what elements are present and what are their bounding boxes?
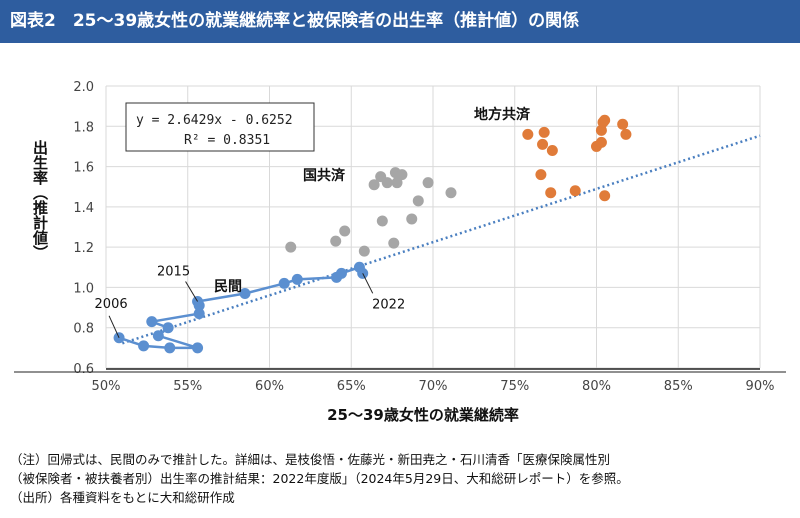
- data-point: [396, 169, 408, 181]
- year-label: 2022: [372, 297, 405, 312]
- data-point: [522, 128, 534, 140]
- data-point: [617, 118, 629, 130]
- data-point: [381, 177, 393, 189]
- data-point: [620, 128, 632, 140]
- data-point: [537, 138, 549, 150]
- series-label-chiho: 地方共済: [474, 106, 531, 123]
- data-point: [330, 235, 342, 247]
- series-label-kokkyo: 国共済: [303, 167, 346, 184]
- y-tick-label: 1.2: [73, 241, 94, 256]
- x-tick-label: 80%: [582, 379, 611, 394]
- scatter-chart: 50% 55% 60% 65% 70% 75% 80% 85% 90% 0.6 0.8 1.0 1.2 1…: [14, 80, 786, 424]
- data-point: [368, 179, 380, 191]
- figure-title: 図表2 25～39歳女性の就業継続率と被保険者の出生率（推計値）の関係: [0, 0, 800, 43]
- data-point: [595, 136, 607, 148]
- data-point: [162, 322, 174, 334]
- data-point: [406, 213, 418, 225]
- data-point: [599, 190, 611, 202]
- year-label: 2015: [157, 265, 190, 280]
- regression-line: [121, 134, 761, 345]
- x-tick-label: 90%: [746, 379, 775, 394]
- y-tick-label: 1.8: [73, 120, 94, 135]
- data-point: [412, 195, 424, 207]
- data-point: [391, 177, 403, 189]
- data-point: [546, 144, 558, 156]
- data-point: [599, 114, 611, 126]
- x-tick-label: 55%: [173, 379, 202, 394]
- x-axis-label: 25～39歳女性の就業継続率: [327, 406, 519, 424]
- series-label-minkan: 民間: [214, 279, 242, 295]
- data-point: [335, 267, 347, 279]
- annotation-leader: [362, 273, 374, 294]
- y-tick-label: 1.4: [73, 201, 94, 216]
- equation-box: [125, 102, 315, 152]
- y-tick-label: 2.0: [73, 80, 94, 95]
- data-point: [138, 340, 150, 352]
- data-point: [278, 277, 290, 289]
- y-tick-label: 0.6: [73, 362, 94, 377]
- source-line: （出所）各種資料をもとに大和総研作成: [10, 490, 235, 505]
- data-point: [152, 330, 164, 342]
- footnotes: （注）回帰式は、民間のみで推計した。詳細は、是枝俊悟・佐藤光・新田尭之・石川清香…: [10, 450, 629, 507]
- data-point: [193, 308, 205, 320]
- data-point: [358, 245, 370, 257]
- x-tick-label: 85%: [664, 379, 693, 394]
- x-tick-label: 50%: [92, 379, 121, 394]
- y-tick-label: 1.6: [73, 161, 94, 176]
- y-tick-label: 1.0: [73, 281, 94, 296]
- data-point: [291, 273, 303, 285]
- data-point: [239, 287, 251, 299]
- data-point: [164, 342, 176, 354]
- data-point: [538, 126, 550, 138]
- x-tick-label: 65%: [337, 379, 366, 394]
- x-tick-label: 75%: [500, 379, 529, 394]
- r-squared: R² = 0.8351: [184, 133, 270, 148]
- x-tick-label: 60%: [255, 379, 284, 394]
- data-point: [285, 241, 297, 253]
- annotation-leader: [185, 281, 198, 302]
- data-point: [146, 316, 158, 328]
- regression-equation: y = 2.6429x - 0.6252: [136, 113, 293, 128]
- data-point: [545, 187, 557, 199]
- note-line: （注）回帰式は、民間のみで推計した。詳細は、是枝俊悟・佐藤光・新田尭之・石川清香…: [10, 452, 611, 467]
- note-line: （被保険者・被扶養者別）出生率の推計結果：2022年度版」（2024年5月29日…: [10, 471, 629, 486]
- x-tick-label: 70%: [419, 379, 448, 394]
- data-point: [192, 342, 204, 354]
- data-point: [422, 177, 434, 189]
- data-point: [535, 169, 547, 181]
- y-tick-label: 0.8: [73, 322, 94, 337]
- year-label: 2006: [95, 297, 128, 312]
- y-axis-label: 出生率（推計値）: [31, 139, 49, 260]
- annotation-leader: [108, 315, 120, 338]
- data-point: [388, 237, 400, 249]
- data-point: [445, 187, 457, 199]
- data-point: [376, 215, 388, 227]
- data-point: [339, 225, 351, 237]
- data-point: [569, 185, 581, 197]
